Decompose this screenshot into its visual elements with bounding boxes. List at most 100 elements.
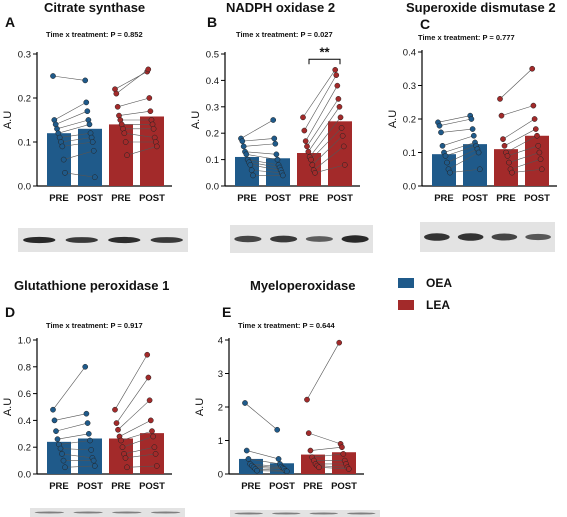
y-tick-label: 0.1 — [206, 155, 219, 166]
data-point-post — [345, 466, 352, 472]
data-point-post — [339, 444, 345, 451]
data-point-post — [335, 96, 342, 102]
data-point-post — [333, 72, 340, 78]
data-point-pre — [114, 103, 121, 110]
y-axis-label: A.U — [190, 111, 202, 129]
data-point-post — [336, 103, 343, 110]
data-point-post — [274, 426, 281, 433]
data-point-post — [83, 410, 90, 417]
pair-line — [505, 135, 538, 153]
western-blot-band — [270, 235, 298, 243]
pair-line — [501, 105, 534, 116]
data-point-pre — [50, 406, 56, 413]
y-tick-label: 4 — [218, 336, 223, 347]
legend-swatch-lea — [398, 300, 414, 310]
data-point-post — [332, 66, 339, 73]
y-tick-label: 0.2 — [18, 94, 31, 105]
data-point-pre — [301, 127, 308, 134]
data-point-pre — [498, 112, 505, 119]
pair-line — [248, 161, 280, 168]
pair-line — [61, 453, 93, 459]
x-tick-label: PRE — [111, 193, 131, 204]
western-blot-band — [525, 233, 551, 241]
data-point-pre — [240, 143, 247, 150]
pair-line — [248, 458, 280, 465]
data-point-post — [88, 447, 95, 453]
pair-line — [116, 377, 149, 424]
y-tick-label: 1.0 — [18, 336, 31, 347]
data-point-post — [339, 132, 346, 139]
data-point-post — [150, 433, 157, 440]
y-axis-label: A.U — [2, 111, 14, 129]
data-point-post — [84, 420, 91, 426]
pair-line — [52, 366, 86, 410]
pair-line — [511, 168, 542, 173]
y-axis-label: A.U — [2, 398, 14, 416]
x-tick-label: POST — [331, 481, 357, 492]
data-point-post — [534, 132, 540, 139]
data-point-post — [147, 108, 154, 115]
data-point-pre — [304, 396, 310, 403]
x-tick-label: POST — [524, 193, 550, 204]
data-point-post — [151, 444, 158, 451]
data-point-post — [89, 139, 96, 145]
panel-e: E Myeloperoxidase Time x treatment: P = … — [0, 0, 356, 330]
western-blot-band — [23, 236, 56, 244]
data-point-pre — [500, 136, 506, 142]
data-point-post — [273, 151, 280, 158]
x-tick-label: PRE — [299, 193, 319, 204]
pair-line — [246, 154, 278, 160]
western-blot-band — [341, 235, 369, 243]
pair-line — [250, 463, 282, 467]
legend-label-oea: OEA — [426, 276, 453, 290]
western-blot-band — [305, 236, 333, 242]
y-tick-label: 0.0 — [18, 182, 31, 193]
data-point-pre — [506, 159, 512, 166]
data-point-pre — [62, 464, 68, 471]
pair-line — [504, 128, 536, 147]
western-blot-band — [150, 237, 183, 243]
data-point-post — [469, 126, 476, 132]
pair-line — [306, 98, 339, 147]
pair-line — [55, 422, 88, 432]
y-axis-label: A.U — [387, 110, 399, 128]
data-point-post — [475, 149, 482, 156]
panel-letter: E — [222, 304, 232, 320]
panel-title: Superoxide dismutase 2 — [406, 0, 556, 15]
panel-letter: D — [5, 304, 16, 320]
western-blot-strip — [30, 508, 185, 517]
x-tick-label: POST — [77, 193, 103, 204]
y-tick-label: 0.2 — [206, 129, 219, 140]
data-point-post — [90, 457, 97, 464]
pair-line — [314, 164, 345, 174]
western-blot-band — [234, 512, 263, 515]
data-point-pre — [309, 162, 316, 168]
y-tick-label: 0.4 — [18, 416, 31, 427]
data-point-post — [86, 121, 93, 128]
data-point-pre — [121, 130, 128, 137]
panel-d: D Glutathione peroxidase 1 Time x treatm… — [0, 0, 169, 330]
western-blot-band — [309, 512, 338, 515]
pair-line — [256, 470, 287, 472]
data-point-post — [91, 174, 98, 181]
x-tick-label: POST — [139, 193, 165, 204]
x-tick-label: PRE — [49, 481, 69, 492]
data-point-post — [337, 114, 344, 121]
stat-text: Time x treatment: P = 0.027 — [236, 30, 333, 39]
data-point-post — [537, 156, 544, 163]
pair-line — [64, 172, 95, 178]
pair-line — [310, 446, 342, 451]
pair-line — [56, 119, 89, 130]
data-point-post — [274, 156, 281, 163]
pair-line — [117, 400, 150, 430]
y-tick-label: 2 — [218, 403, 223, 414]
bar — [328, 121, 352, 186]
pair-line — [240, 119, 274, 139]
pair-line — [310, 127, 342, 160]
data-point-pre — [60, 156, 67, 163]
pair-line — [449, 168, 480, 173]
data-point-post — [341, 162, 348, 168]
pair-line — [126, 465, 157, 468]
data-point-pre — [438, 129, 444, 136]
pair-line — [123, 446, 155, 455]
